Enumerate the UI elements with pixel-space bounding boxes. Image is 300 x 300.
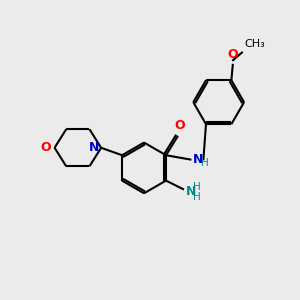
- Text: CH₃: CH₃: [245, 39, 266, 49]
- Text: H: H: [194, 192, 201, 202]
- Text: O: O: [40, 141, 51, 154]
- Text: N: N: [88, 141, 99, 154]
- Text: H: H: [201, 158, 209, 168]
- Text: N: N: [193, 153, 203, 166]
- Text: N: N: [185, 184, 196, 198]
- Text: O: O: [174, 119, 185, 132]
- Text: O: O: [227, 48, 238, 61]
- Text: H: H: [194, 182, 201, 192]
